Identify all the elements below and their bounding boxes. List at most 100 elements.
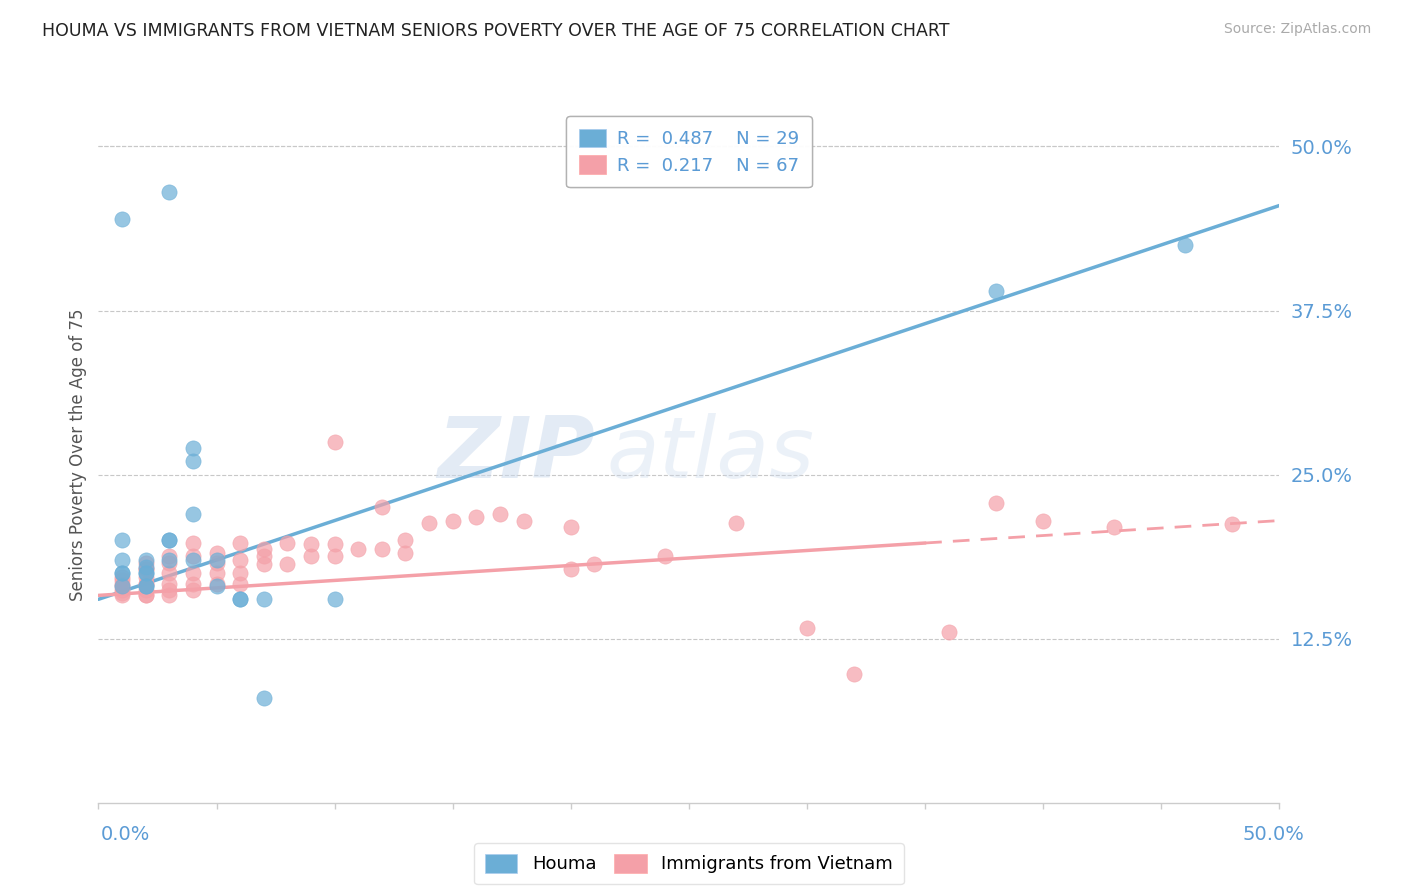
Point: [1174, 238, 1197, 252]
Point: [725, 516, 748, 531]
Point: [157, 186, 180, 200]
Point: [135, 588, 157, 602]
Point: [1220, 517, 1243, 532]
Point: [347, 542, 370, 557]
Point: [111, 576, 134, 591]
Point: [157, 588, 180, 602]
Point: [229, 553, 252, 567]
Point: [253, 549, 276, 563]
Point: [654, 549, 676, 563]
Point: [135, 579, 157, 593]
Point: [181, 553, 204, 567]
Point: [135, 576, 157, 591]
Point: [181, 442, 204, 456]
Text: 50.0%: 50.0%: [1243, 825, 1305, 844]
Point: [796, 621, 818, 635]
Point: [181, 583, 204, 598]
Point: [157, 576, 180, 591]
Point: [371, 542, 394, 557]
Point: [157, 556, 180, 570]
Point: [253, 542, 276, 557]
Point: [111, 583, 134, 598]
Point: [371, 500, 394, 515]
Point: [512, 514, 534, 528]
Point: [181, 549, 204, 563]
Point: [323, 592, 346, 607]
Point: [984, 284, 1007, 298]
Point: [181, 536, 204, 550]
Point: [441, 514, 464, 528]
Point: [229, 592, 252, 607]
Point: [205, 556, 228, 570]
Point: [1102, 520, 1125, 534]
Point: [111, 579, 134, 593]
Point: [253, 557, 276, 571]
Point: [111, 570, 134, 584]
Point: [135, 556, 157, 570]
Text: 0.0%: 0.0%: [101, 825, 150, 844]
Point: [111, 211, 134, 226]
Point: [111, 533, 134, 548]
Text: Source: ZipAtlas.com: Source: ZipAtlas.com: [1223, 22, 1371, 37]
Point: [205, 546, 228, 560]
Point: [135, 588, 157, 602]
Point: [111, 566, 134, 580]
Legend: R =  0.487    N = 29, R =  0.217    N = 67: R = 0.487 N = 29, R = 0.217 N = 67: [567, 116, 811, 187]
Point: [229, 592, 252, 607]
Point: [135, 553, 157, 567]
Point: [111, 579, 134, 593]
Point: [181, 454, 204, 468]
Point: [583, 557, 606, 571]
Point: [205, 576, 228, 591]
Point: [111, 588, 134, 602]
Point: [157, 583, 180, 598]
Point: [111, 566, 134, 580]
Point: [323, 549, 346, 563]
Point: [157, 549, 180, 563]
Point: [135, 562, 157, 576]
Point: [111, 553, 134, 567]
Text: atlas: atlas: [606, 413, 814, 497]
Point: [135, 562, 157, 576]
Point: [253, 690, 276, 705]
Point: [299, 537, 322, 551]
Point: [229, 576, 252, 591]
Point: [135, 579, 157, 593]
Point: [135, 576, 157, 591]
Point: [323, 434, 346, 449]
Point: [229, 536, 252, 550]
Point: [323, 537, 346, 551]
Point: [157, 533, 180, 548]
Point: [253, 592, 276, 607]
Point: [135, 566, 157, 580]
Point: [984, 496, 1007, 510]
Text: HOUMA VS IMMIGRANTS FROM VIETNAM SENIORS POVERTY OVER THE AGE OF 75 CORRELATION : HOUMA VS IMMIGRANTS FROM VIETNAM SENIORS…: [42, 22, 949, 40]
Point: [111, 586, 134, 600]
Point: [394, 546, 416, 560]
Point: [418, 516, 440, 531]
Point: [299, 549, 322, 563]
Point: [135, 559, 157, 574]
Point: [276, 557, 298, 571]
Point: [1032, 514, 1054, 528]
Point: [111, 573, 134, 587]
Point: [489, 507, 512, 521]
Point: [157, 566, 180, 580]
Point: [135, 583, 157, 598]
Point: [205, 553, 228, 567]
Point: [229, 566, 252, 580]
Point: [560, 520, 582, 534]
Point: [181, 566, 204, 580]
Point: [205, 566, 228, 580]
Point: [135, 570, 157, 584]
Point: [181, 576, 204, 591]
Y-axis label: Seniors Poverty Over the Age of 75: Seniors Poverty Over the Age of 75: [69, 309, 87, 601]
Point: [844, 667, 866, 681]
Point: [205, 579, 228, 593]
Point: [938, 625, 960, 640]
Point: [157, 533, 180, 548]
Point: [394, 533, 416, 548]
Text: ZIP: ZIP: [437, 413, 595, 497]
Point: [276, 536, 298, 550]
Point: [157, 553, 180, 567]
